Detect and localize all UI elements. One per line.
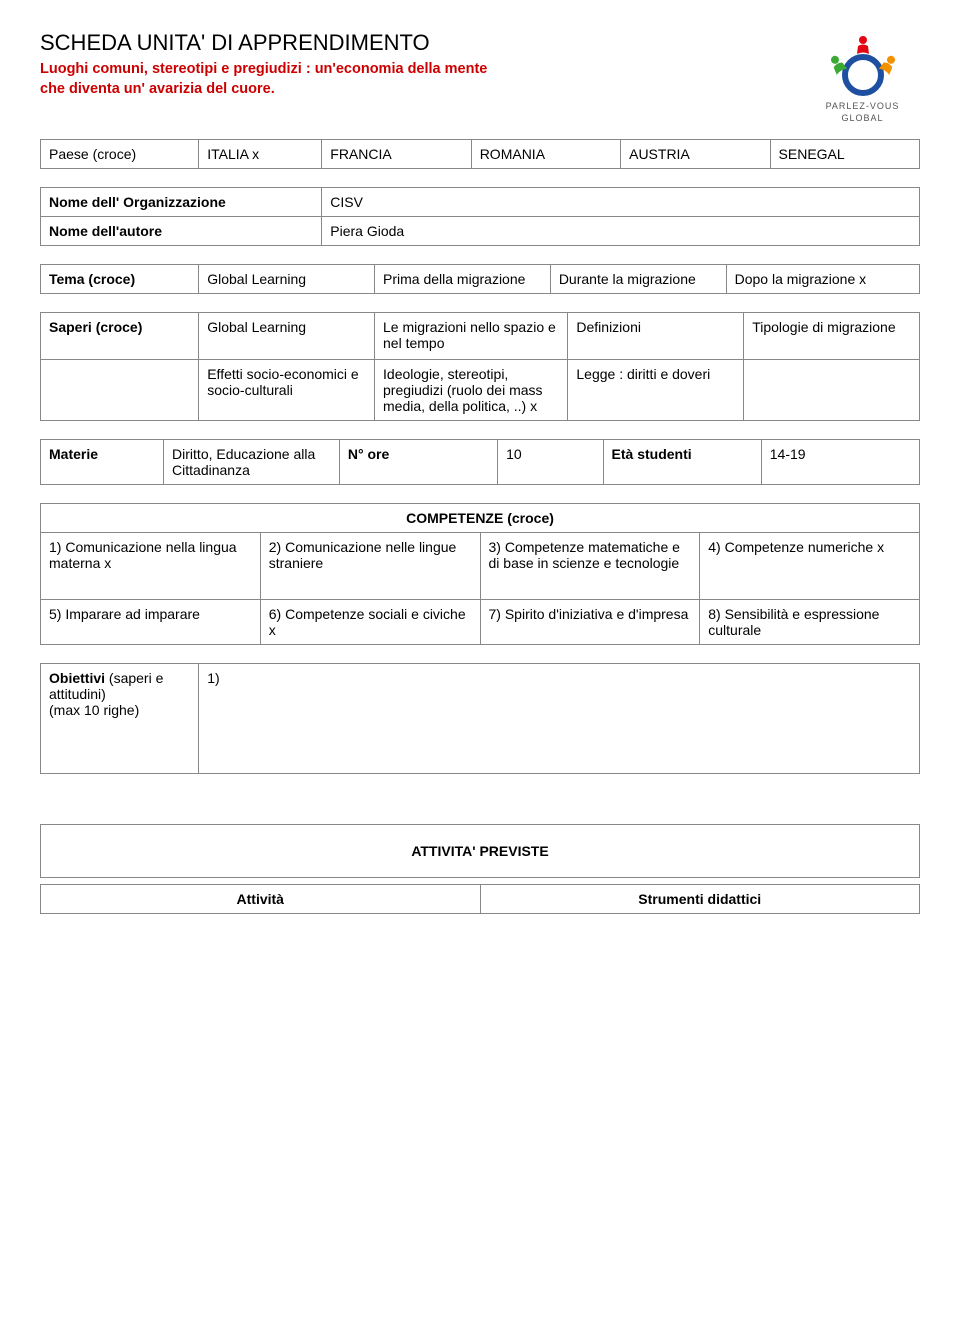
org-value: CISV bbox=[322, 187, 920, 216]
comp-4: 4) Competenze numeriche x bbox=[700, 532, 920, 599]
author-value: Piera Gioda bbox=[322, 216, 920, 245]
logo-text-bottom: GLOBAL bbox=[805, 114, 920, 124]
materie-eta-val: 14-19 bbox=[761, 439, 919, 484]
paese-austria: AUSTRIA bbox=[621, 139, 770, 168]
paese-italia: ITALIA x bbox=[199, 139, 322, 168]
saperi-r2c1 bbox=[41, 359, 199, 420]
comp-7: 7) Spirito d'iniziativa e d'impresa bbox=[480, 599, 700, 644]
document-header: SCHEDA UNITA' DI APPRENDIMENTO Luoghi co… bbox=[40, 30, 920, 124]
materie-table: Materie Diritto, Educazione alla Cittadi… bbox=[40, 439, 920, 485]
materie-label: Materie bbox=[41, 439, 164, 484]
author-label: Nome dell'autore bbox=[41, 216, 322, 245]
attivita-columns-table: Attività Strumenti didattici bbox=[40, 884, 920, 914]
obiettivi-value: 1) bbox=[199, 663, 920, 773]
logo: PARLEZ-VOUS GLOBAL bbox=[805, 30, 920, 124]
subtitle-line-1: Luoghi comuni, stereotipi e pregiudizi :… bbox=[40, 60, 487, 80]
paese-label: Paese (croce) bbox=[41, 139, 199, 168]
competenze-header: COMPETENZE (croce) bbox=[41, 503, 920, 532]
main-title: SCHEDA UNITA' DI APPRENDIMENTO bbox=[40, 30, 487, 56]
obiettivi-label: Obiettivi (saperi e attitudini) (max 10 … bbox=[41, 663, 199, 773]
saperi-r2c4: Legge : diritti e doveri bbox=[568, 359, 744, 420]
attivita-col1: Attività bbox=[41, 884, 481, 913]
org-table: Nome dell' Organizzazione CISV Nome dell… bbox=[40, 187, 920, 246]
competenze-table: COMPETENZE (croce) 1) Comunicazione nell… bbox=[40, 503, 920, 645]
comp-8: 8) Sensibilità e espressione culturale bbox=[700, 599, 920, 644]
saperi-table: Saperi (croce) Global Learning Le migraz… bbox=[40, 312, 920, 421]
comp-1: 1) Comunicazione nella lingua materna x bbox=[41, 532, 261, 599]
materie-col1: Diritto, Educazione alla Cittadinanza bbox=[164, 439, 340, 484]
tema-col1: Global Learning bbox=[199, 264, 375, 293]
attivita-header: ATTIVITA' PREVISTE bbox=[41, 824, 920, 877]
saperi-r1c5: Tipologie di migrazione bbox=[744, 312, 920, 359]
saperi-r1c4: Definizioni bbox=[568, 312, 744, 359]
comp-2: 2) Comunicazione nelle lingue straniere bbox=[260, 532, 480, 599]
obiettivi-bold: Obiettivi bbox=[49, 670, 105, 686]
materie-ore-val: 10 bbox=[498, 439, 603, 484]
paese-senegal: SENEGAL bbox=[770, 139, 919, 168]
globe-people-icon bbox=[818, 30, 908, 100]
paese-francia: FRANCIA bbox=[322, 139, 471, 168]
materie-eta-label: Età studenti bbox=[603, 439, 761, 484]
saperi-r2c2: Effetti socio-economici e socio-cultural… bbox=[199, 359, 375, 420]
tema-table: Tema (croce) Global Learning Prima della… bbox=[40, 264, 920, 294]
materie-ore-label: N° ore bbox=[339, 439, 497, 484]
saperi-r2c5 bbox=[744, 359, 920, 420]
tema-col2: Prima della migrazione bbox=[375, 264, 551, 293]
comp-6: 6) Competenze sociali e civiche x bbox=[260, 599, 480, 644]
org-label: Nome dell' Organizzazione bbox=[41, 187, 322, 216]
comp-3: 3) Competenze matematiche e di base in s… bbox=[480, 532, 700, 599]
tema-label: Tema (croce) bbox=[41, 264, 199, 293]
saperi-r2c3: Ideologie, stereotipi, pregiudizi (ruolo… bbox=[375, 359, 568, 420]
saperi-r1c2: Global Learning bbox=[199, 312, 375, 359]
tema-col3: Durante la migrazione bbox=[550, 264, 726, 293]
tema-col4: Dopo la migrazione x bbox=[726, 264, 919, 293]
saperi-label: Saperi (croce) bbox=[41, 312, 199, 359]
header-text: SCHEDA UNITA' DI APPRENDIMENTO Luoghi co… bbox=[40, 30, 487, 99]
logo-text-top: PARLEZ-VOUS bbox=[805, 102, 920, 112]
obiettivi-line3: (max 10 righe) bbox=[49, 702, 139, 718]
subtitle-line-2: che diventa un' avarizia del cuore. bbox=[40, 80, 487, 100]
obiettivi-table: Obiettivi (saperi e attitudini) (max 10 … bbox=[40, 663, 920, 774]
paese-table: Paese (croce) ITALIA x FRANCIA ROMANIA A… bbox=[40, 139, 920, 169]
attivita-header-table: ATTIVITA' PREVISTE bbox=[40, 824, 920, 878]
paese-romania: ROMANIA bbox=[471, 139, 620, 168]
attivita-col2: Strumenti didattici bbox=[480, 884, 920, 913]
saperi-r1c3: Le migrazioni nello spazio e nel tempo bbox=[375, 312, 568, 359]
comp-5: 5) Imparare ad imparare bbox=[41, 599, 261, 644]
